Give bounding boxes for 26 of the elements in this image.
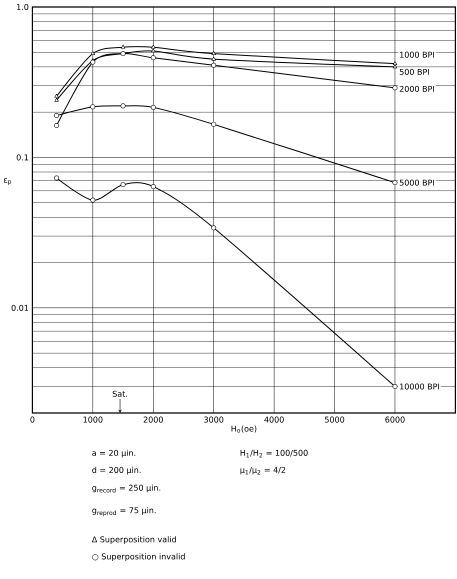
y-tick-label: 1.0 bbox=[16, 4, 28, 10]
text: ○ Superposition invalid bbox=[92, 553, 185, 561]
x-tick-label: 0 bbox=[30, 416, 34, 423]
x-tick-label: 4000 bbox=[264, 416, 284, 423]
text: Δ Superposition valid bbox=[92, 536, 176, 544]
text: a = 20 μin. bbox=[92, 450, 136, 458]
series-label: 500 BPI bbox=[400, 68, 429, 75]
annotation: Sat. bbox=[112, 390, 127, 397]
x-tick-label: 6000 bbox=[385, 416, 404, 423]
x-axis-title: H$_{o}$(oe) bbox=[231, 425, 256, 433]
y-tick-label: 0.1 bbox=[16, 154, 28, 160]
series-label: 2000 BPI bbox=[400, 86, 434, 92]
series-label: 1000 BPI bbox=[400, 52, 434, 58]
y-axis-title: ε$_{p}$ bbox=[4, 178, 11, 185]
x-tick-label: 2000 bbox=[143, 416, 163, 423]
x-tick-label: 1000 bbox=[83, 416, 102, 423]
y-tick-label: 0.01 bbox=[11, 304, 28, 311]
series-label: 5000 BPI bbox=[400, 180, 434, 186]
text: g$_{reprod}$ = 75 μin. bbox=[92, 507, 156, 516]
text: g$_{record}$ = 250 μin. bbox=[92, 484, 160, 492]
text: μ$_{1}$/μ$_{2}$ = 4/2 bbox=[240, 466, 285, 474]
text: d = 200 μin. bbox=[92, 466, 140, 475]
series-label: 10000 BPI bbox=[400, 383, 439, 390]
text: H$_{1}$/H$_{2}$ = 100/500 bbox=[240, 450, 308, 458]
x-tick-label: 5000 bbox=[324, 416, 344, 423]
x-tick-label: 3000 bbox=[204, 416, 224, 423]
